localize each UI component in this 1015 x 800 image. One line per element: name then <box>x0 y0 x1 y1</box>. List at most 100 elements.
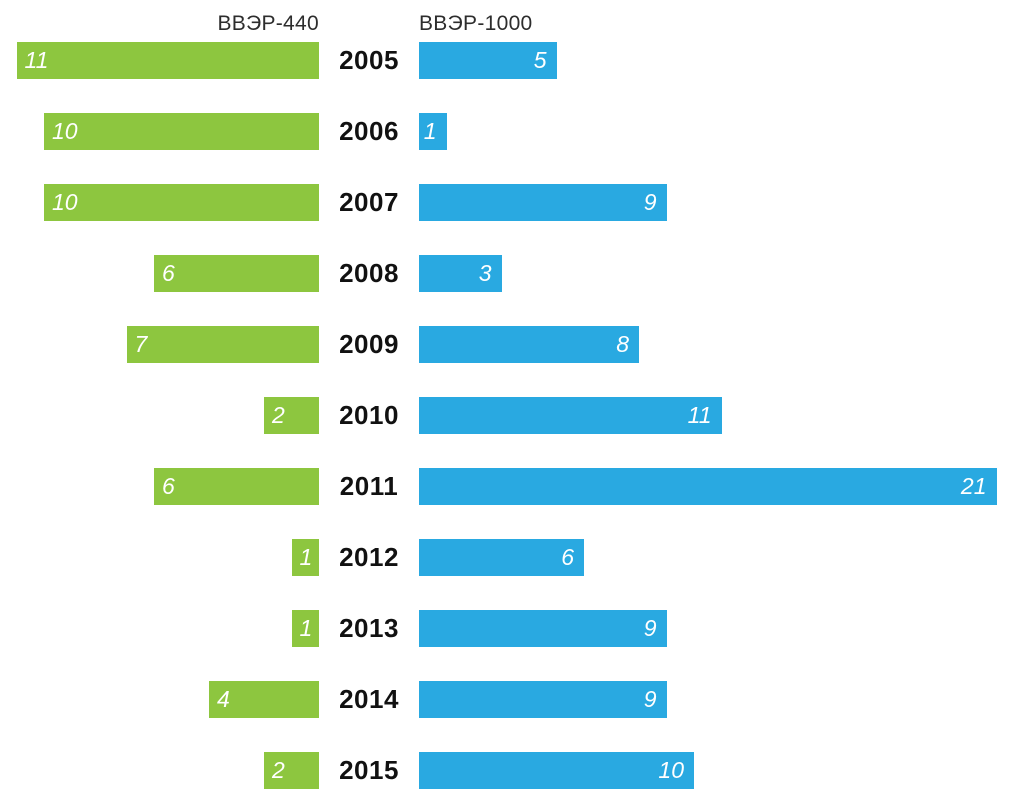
chart-row-2009: 7 2009 8 <box>0 309 1015 380</box>
bar-value-label: 4 <box>217 686 230 712</box>
left-bar-zone: 2 <box>0 752 319 789</box>
series-header-vver440: ВВЭР-440 <box>217 12 319 35</box>
bar-vver1000: 11 <box>419 397 722 434</box>
bar-value-label: 1 <box>299 544 313 570</box>
bar-vver440: 11 <box>16 42 319 79</box>
bar-value-label: 1 <box>423 118 437 144</box>
left-bar-zone: 1 <box>0 539 319 576</box>
year-label: 2010 <box>339 400 399 430</box>
year-label: 2009 <box>339 329 399 359</box>
year-zone: 2010 <box>319 400 419 431</box>
year-zone: 2015 <box>319 755 419 786</box>
right-bar-zone: 9 <box>419 681 1015 718</box>
bar-vver1000: 5 <box>419 42 557 79</box>
legend-right-zone: ВВЭР-1000 <box>419 12 1015 36</box>
bar-value-label: 5 <box>533 47 547 73</box>
bar-value-label: 9 <box>643 615 657 641</box>
right-bar-zone: 6 <box>419 539 1015 576</box>
bar-vver440: 1 <box>291 539 319 576</box>
year-label: 2007 <box>339 187 399 217</box>
bar-vver440: 2 <box>264 752 319 789</box>
bar-value-label: 9 <box>643 189 657 215</box>
bar-value-label: 8 <box>616 331 629 357</box>
bar-vver440: 10 <box>44 184 319 221</box>
bar-vver1000: 10 <box>419 752 694 789</box>
chart-row-2007: 10 2007 9 <box>0 167 1015 238</box>
bar-value-label: 6 <box>162 473 175 499</box>
bar-value-label: 7 <box>134 331 148 357</box>
year-label: 2013 <box>339 613 399 643</box>
right-bar-zone: 21 <box>419 468 1015 505</box>
year-zone: 2012 <box>319 542 419 573</box>
bar-value-label: 10 <box>658 757 684 783</box>
legend-left-zone: ВВЭР-440 <box>0 12 319 36</box>
bar-vver1000: 3 <box>419 255 502 292</box>
right-bar-zone: 11 <box>419 397 1015 434</box>
year-label: 2006 <box>339 116 399 146</box>
chart-row-2015: 2 2015 10 <box>0 735 1015 800</box>
bar-vver1000: 9 <box>419 184 667 221</box>
right-bar-zone: 5 <box>419 42 1015 79</box>
chart-legend: ВВЭР-440 ВВЭР-1000 <box>0 6 1015 36</box>
left-bar-zone: 10 <box>0 113 319 150</box>
left-bar-zone: 6 <box>0 255 319 292</box>
bar-vver1000: 1 <box>419 113 447 150</box>
right-bar-zone: 1 <box>419 113 1015 150</box>
bar-value-label: 21 <box>960 473 987 499</box>
bar-vver440: 4 <box>209 681 319 718</box>
bar-value-label: 10 <box>52 189 78 215</box>
bar-vver1000: 6 <box>419 539 584 576</box>
year-zone: 2005 <box>319 45 419 76</box>
bar-vver1000: 9 <box>419 681 667 718</box>
chart-rows: 11 2005 5 10 2006 1 10 2007 9 6 2008 3 7 2009 8 2 2010 11… <box>0 25 1015 800</box>
bar-vver1000: 9 <box>419 610 667 647</box>
bar-value-label: 10 <box>52 118 78 144</box>
left-bar-zone: 2 <box>0 397 319 434</box>
year-zone: 2009 <box>319 329 419 360</box>
year-label: 2011 <box>339 471 399 501</box>
series-header-vver1000: ВВЭР-1000 <box>419 12 533 35</box>
right-bar-zone: 3 <box>419 255 1015 292</box>
bar-value-label: 11 <box>24 47 49 73</box>
chart-row-2005: 11 2005 5 <box>0 25 1015 96</box>
bar-vver440: 6 <box>154 255 319 292</box>
year-label: 2015 <box>339 755 399 785</box>
right-bar-zone: 8 <box>419 326 1015 363</box>
year-label: 2008 <box>339 258 399 288</box>
bar-vver440: 7 <box>126 326 319 363</box>
chart-row-2011: 6 2011 21 <box>0 451 1015 522</box>
chart-row-2006: 10 2006 1 <box>0 96 1015 167</box>
year-zone: 2006 <box>319 116 419 147</box>
year-zone: 2013 <box>319 613 419 644</box>
year-label: 2005 <box>339 45 399 75</box>
bar-value-label: 6 <box>162 260 175 286</box>
left-bar-zone: 4 <box>0 681 319 718</box>
year-label: 2014 <box>339 684 399 714</box>
left-bar-zone: 10 <box>0 184 319 221</box>
right-bar-zone: 9 <box>419 610 1015 647</box>
bar-value-label: 11 <box>687 402 712 428</box>
chart-row-2014: 4 2014 9 <box>0 664 1015 735</box>
year-zone: 2011 <box>319 471 419 502</box>
bar-value-label: 6 <box>561 544 574 570</box>
bar-value-label: 2 <box>272 757 285 783</box>
bar-vver440: 2 <box>264 397 319 434</box>
right-bar-zone: 10 <box>419 752 1015 789</box>
year-zone: 2014 <box>319 684 419 715</box>
year-label: 2012 <box>339 542 399 572</box>
left-bar-zone: 6 <box>0 468 319 505</box>
bar-value-label: 1 <box>299 615 313 641</box>
left-bar-zone: 7 <box>0 326 319 363</box>
bar-value-label: 3 <box>478 260 492 286</box>
right-bar-zone: 9 <box>419 184 1015 221</box>
bar-vver1000: 8 <box>419 326 639 363</box>
bar-vver440: 1 <box>291 610 319 647</box>
left-bar-zone: 1 <box>0 610 319 647</box>
chart-row-2010: 2 2010 11 <box>0 380 1015 451</box>
chart-row-2012: 1 2012 6 <box>0 522 1015 593</box>
chart-row-2008: 6 2008 3 <box>0 238 1015 309</box>
bar-vver1000: 21 <box>419 468 997 505</box>
left-bar-zone: 11 <box>0 42 319 79</box>
bar-value-label: 9 <box>643 686 657 712</box>
